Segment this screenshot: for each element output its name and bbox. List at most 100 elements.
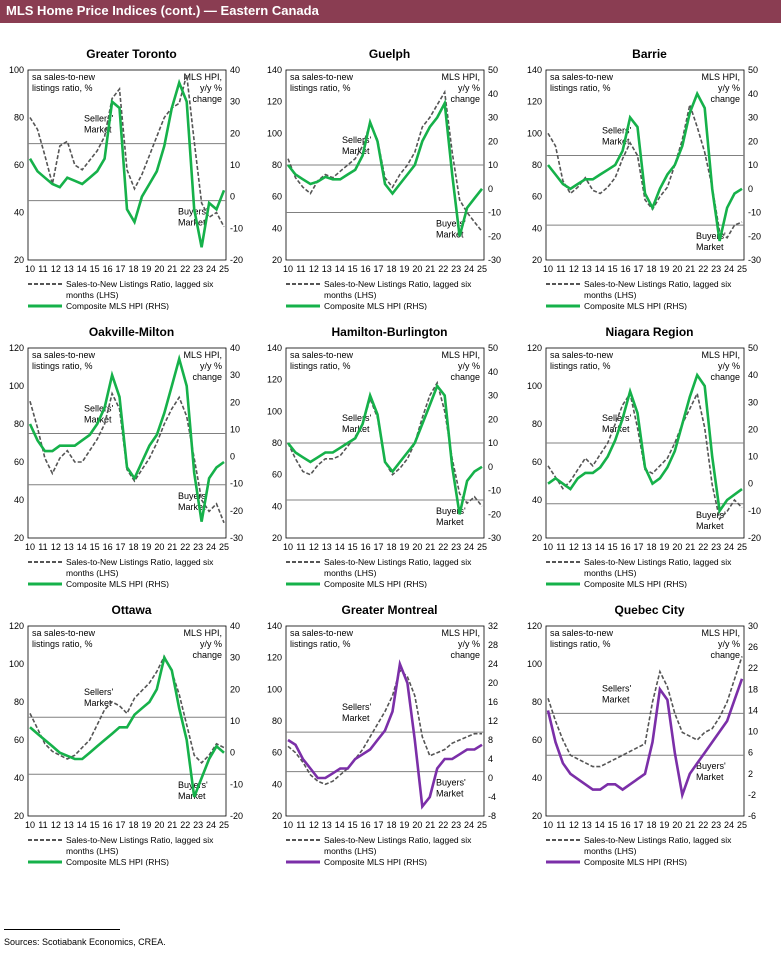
y2-tick-label: -20 xyxy=(488,509,501,519)
x-tick-label: 13 xyxy=(64,542,74,552)
y-tick-label: 80 xyxy=(14,697,24,707)
x-tick-label: 22 xyxy=(180,820,190,830)
x-tick-label: 19 xyxy=(659,820,669,830)
x-tick-label: 18 xyxy=(646,542,656,552)
y2-tick-label: 20 xyxy=(230,397,240,407)
y2-tick-label: -30 xyxy=(488,533,501,543)
y2-tick-label: 30 xyxy=(748,397,758,407)
rhs-axis-label: change xyxy=(710,372,740,382)
rhs-axis-label: change xyxy=(192,94,222,104)
y-tick-label: 20 xyxy=(272,811,282,821)
x-tick-label: 18 xyxy=(128,264,138,274)
x-tick-label: 18 xyxy=(128,542,138,552)
y2-tick-label: -10 xyxy=(230,779,243,789)
x-tick-label: 11 xyxy=(556,542,565,552)
x-tick-label: 14 xyxy=(77,820,87,830)
x-tick-label: 16 xyxy=(621,820,631,830)
legend-ratio-label: Sales-to-New Listings Ratio, lagged six xyxy=(584,557,732,567)
y-tick-label: 100 xyxy=(9,65,24,75)
sellers-market-label: Market xyxy=(342,713,370,723)
x-tick-label: 12 xyxy=(51,820,61,830)
x-tick-label: 17 xyxy=(634,542,644,552)
y-tick-label: 40 xyxy=(14,773,24,783)
sellers-market-label: Sellers' xyxy=(602,683,632,693)
buyers-market-label: Buyers' xyxy=(436,506,466,516)
lhs-axis-label: listings ratio, % xyxy=(550,639,611,649)
x-tick-label: 15 xyxy=(90,820,100,830)
y2-tick-label: 30 xyxy=(488,391,498,401)
x-tick-label: 23 xyxy=(711,264,721,274)
y2-tick-label: 0 xyxy=(488,773,493,783)
legend-ratio-label: months (LHS) xyxy=(324,568,377,578)
y2-tick-label: 2 xyxy=(748,769,753,779)
legend-ratio-label: Sales-to-New Listings Ratio, lagged six xyxy=(584,835,732,845)
x-tick-label: 25 xyxy=(737,820,747,830)
ratio-series-line xyxy=(287,380,483,507)
chart-svg: Oakville-Milton12010080604020403020100-1… xyxy=(9,325,243,588)
chart-panel: Oakville-Milton 120 100 80 60 40 20 40 30 20 10 0 -1… xyxy=(4,318,259,588)
y2-tick-label: -20 xyxy=(230,811,243,821)
x-tick-label: 13 xyxy=(64,264,74,274)
x-tick-label: 10 xyxy=(543,820,553,830)
buyers-market-label: Market xyxy=(178,502,206,512)
x-tick-label: 22 xyxy=(698,820,708,830)
lhs-axis-label: listings ratio, % xyxy=(290,83,351,93)
hpi-series-line xyxy=(286,383,483,515)
sellers-market-label: Sellers' xyxy=(84,114,114,124)
x-tick-label: 13 xyxy=(322,542,332,552)
legend-ratio-label: Sales-to-New Listings Ratio, lagged six xyxy=(584,279,732,289)
y2-tick-label: 40 xyxy=(488,89,498,99)
ratio-series-line xyxy=(547,656,743,768)
plot-frame xyxy=(27,625,227,817)
x-tick-label: 18 xyxy=(128,820,138,830)
legend-hpi-label: Composite MLS HPI (RHS) xyxy=(324,857,427,866)
x-tick-label: 17 xyxy=(116,264,126,274)
x-tick-label: 16 xyxy=(103,264,113,274)
x-tick-label: 17 xyxy=(374,264,384,274)
chart-svg: Guelph1401201008060402050403020100-10-20… xyxy=(267,47,501,310)
y2-tick-label: 10 xyxy=(230,424,240,434)
y-tick-label: 100 xyxy=(527,659,542,669)
x-tick-label: 15 xyxy=(348,820,358,830)
y-tick-label: 80 xyxy=(272,160,282,170)
buyers-market-label: Market xyxy=(178,791,206,801)
legend-hpi-label: Composite MLS HPI (RHS) xyxy=(584,857,687,866)
y-tick-label: 20 xyxy=(532,811,542,821)
chart-panel: Quebec City 120 100 80 60 40 20 30 26 22 18 14 10 6 2 -… xyxy=(522,596,777,866)
hpi-series-line xyxy=(28,353,225,522)
y2-tick-label: -20 xyxy=(488,231,501,241)
y-tick-label: 120 xyxy=(267,97,282,107)
y2-tick-label: 40 xyxy=(748,370,758,380)
x-tick-label: 14 xyxy=(595,264,605,274)
y2-tick-label: 30 xyxy=(230,370,240,380)
y2-tick-label: 20 xyxy=(488,414,498,424)
x-tick-label: 24 xyxy=(724,820,734,830)
rhs-axis-label: MLS HPI, xyxy=(183,72,222,82)
sellers-market-label: Sellers' xyxy=(342,135,372,145)
rhs-axis-label: change xyxy=(710,650,740,660)
rhs-axis-label: change xyxy=(192,372,222,382)
x-tick-label: 10 xyxy=(543,542,553,552)
page-title: MLS Home Price Indices (cont.) — Eastern… xyxy=(6,3,319,18)
sellers-market-label: Sellers' xyxy=(342,413,372,423)
rhs-axis-label: y/y % xyxy=(718,83,740,93)
legend-ratio-label: Sales-to-New Listings Ratio, lagged six xyxy=(66,557,214,567)
y-tick-label: 60 xyxy=(272,470,282,480)
legend-hpi-label: Composite MLS HPI (RHS) xyxy=(66,579,169,588)
hpi-series-line xyxy=(546,678,744,800)
x-tick-label: 13 xyxy=(64,820,74,830)
y-tick-label: 60 xyxy=(532,457,542,467)
x-tick-label: 25 xyxy=(737,264,747,274)
x-tick-label: 11 xyxy=(556,820,565,830)
x-tick-label: 17 xyxy=(634,264,644,274)
x-tick-label: 19 xyxy=(141,820,151,830)
ratio-series-line xyxy=(29,74,225,228)
x-tick-label: 21 xyxy=(685,264,695,274)
legend-hpi-label: Composite MLS HPI (RHS) xyxy=(66,857,169,866)
x-tick-label: 20 xyxy=(672,264,682,274)
y-tick-label: 140 xyxy=(527,65,542,75)
chart-title: Ottawa xyxy=(111,603,151,617)
legend-ratio-label: Sales-to-New Listings Ratio, lagged six xyxy=(66,279,214,289)
y-tick-label: 60 xyxy=(272,192,282,202)
x-tick-label: 13 xyxy=(582,542,592,552)
